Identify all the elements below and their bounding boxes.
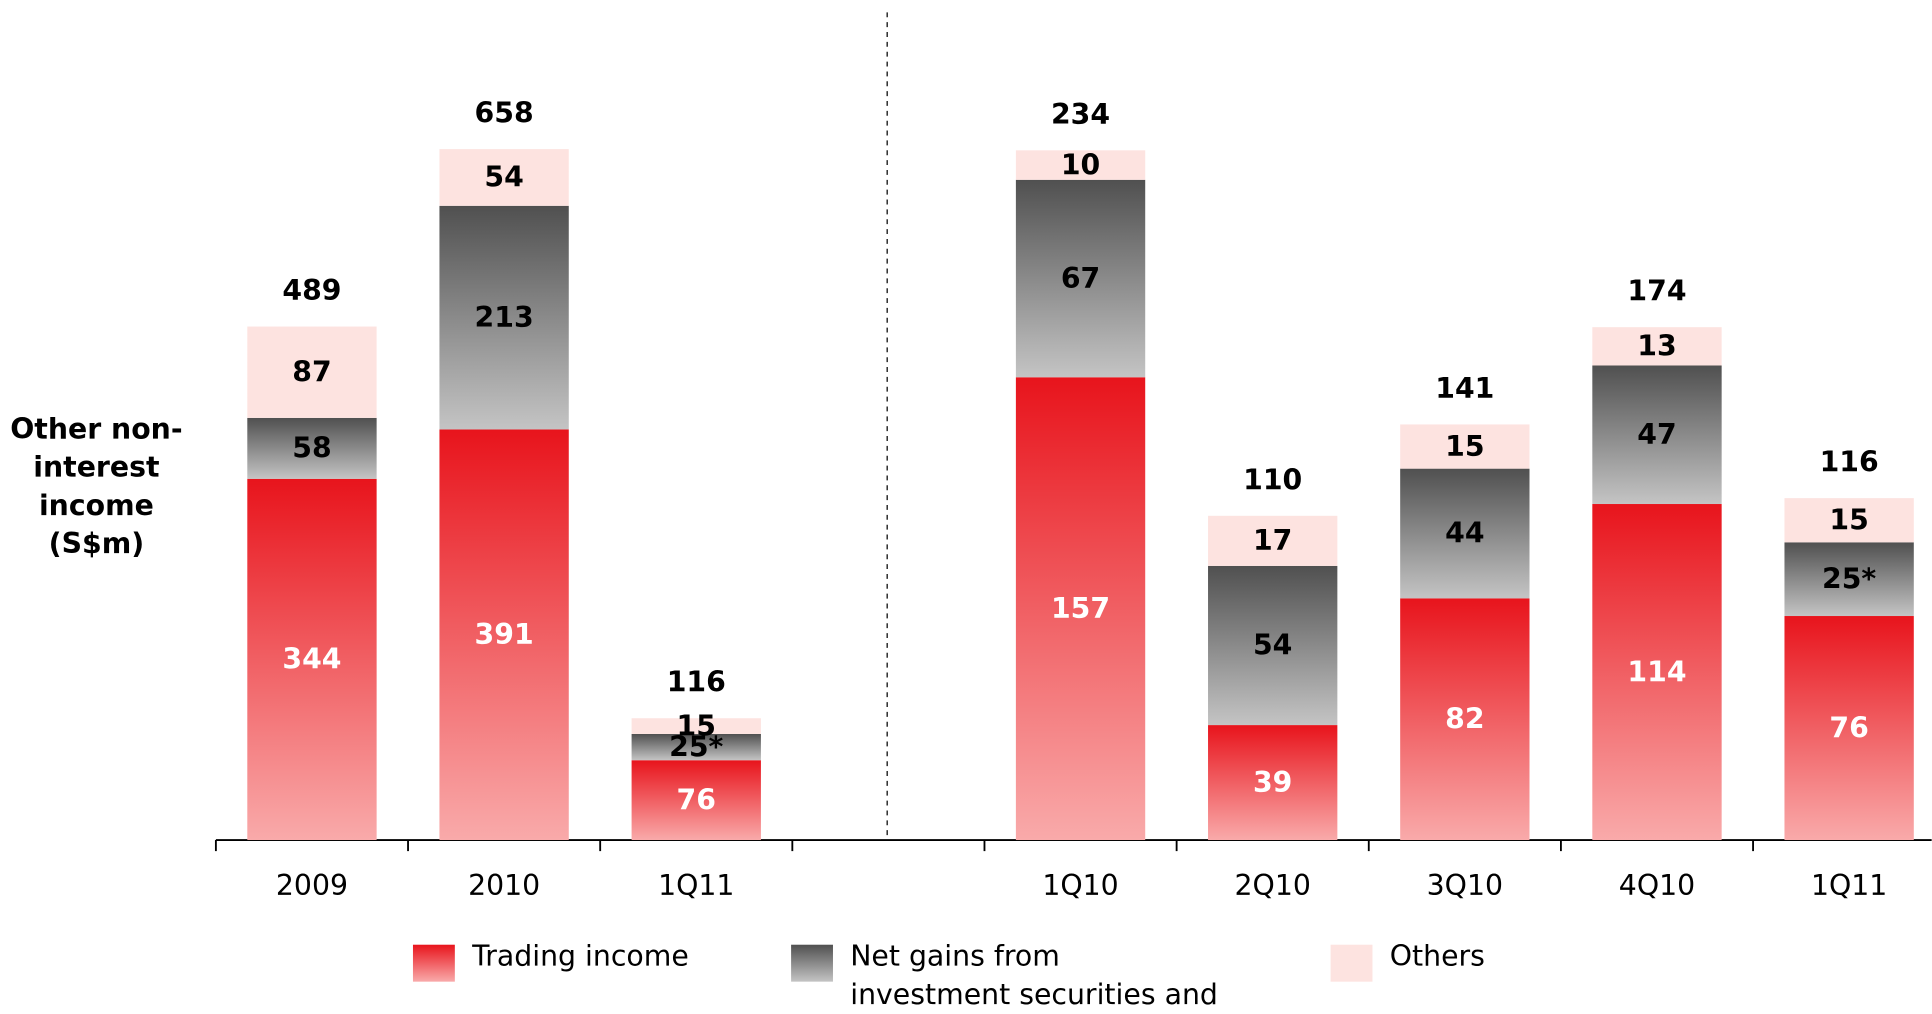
legend-label: Trading income — [472, 941, 689, 974]
x-tick-label: 1Q11 — [1811, 869, 1887, 902]
data-label: 391 — [475, 618, 534, 651]
data-label: 15 — [1829, 503, 1868, 536]
legend-label-box: Net gains from investment securities and… — [850, 941, 1218, 1011]
total-label: 116 — [667, 666, 726, 699]
total-label: 234 — [1051, 98, 1110, 131]
x-tick-label: 1Q10 — [1042, 869, 1118, 902]
x-tick-label: 2010 — [468, 869, 540, 902]
bar-segment — [1015, 179, 1146, 378]
data-label: 44 — [1445, 517, 1484, 550]
bar-segment — [439, 205, 569, 430]
bar-segment — [631, 760, 761, 841]
bar-segment — [247, 417, 377, 479]
data-label: 10 — [1061, 148, 1100, 181]
bar-segment — [1784, 498, 1914, 543]
bar-segment — [247, 478, 377, 841]
data-label: 39 — [1253, 766, 1292, 799]
bar-segment — [439, 149, 569, 206]
legend-label: Net gains from investment securities and… — [850, 941, 1218, 1011]
legend-swatch — [412, 944, 455, 982]
data-label: 76 — [1829, 711, 1868, 744]
bar-segment — [1592, 365, 1722, 505]
bar-segment — [1592, 327, 1722, 366]
data-label: 17 — [1253, 524, 1292, 557]
bar-segment — [439, 429, 569, 841]
legend-swatch — [1330, 944, 1373, 982]
bar-segment — [1400, 598, 1530, 841]
data-label: 25* — [669, 730, 723, 763]
bar-segment — [1400, 468, 1530, 599]
total-label: 658 — [475, 97, 534, 130]
data-label: 157 — [1051, 592, 1110, 625]
legend: Trading income Net gains from investment … — [412, 941, 1485, 1011]
bar-segment — [1592, 504, 1722, 841]
bar-segment — [631, 718, 761, 734]
bar-segment — [1784, 542, 1914, 617]
data-label: 82 — [1445, 702, 1484, 735]
x-tick-label: 3Q10 — [1427, 869, 1503, 902]
data-label: 15 — [1445, 430, 1484, 463]
legend-swatch — [791, 944, 833, 982]
bar-segment — [631, 733, 761, 761]
data-label: 15 — [677, 709, 716, 742]
total-label: 174 — [1627, 275, 1686, 308]
data-label: 344 — [282, 643, 341, 676]
data-label: 114 — [1627, 655, 1686, 688]
data-label: 54 — [1253, 629, 1292, 662]
data-label: 25* — [1822, 562, 1876, 595]
legend-label: Others — [1389, 941, 1485, 974]
y-label-box: Other non-interest income (S$m) — [10, 413, 183, 561]
data-label: 76 — [677, 783, 716, 816]
data-label: 87 — [292, 355, 331, 388]
bar-segment — [1015, 150, 1146, 180]
total-label: 489 — [282, 274, 341, 307]
x-tick-label: 4Q10 — [1619, 869, 1695, 902]
data-label: 67 — [1061, 262, 1100, 295]
x-tick-label: 2Q10 — [1235, 869, 1311, 902]
total-label: 110 — [1243, 463, 1302, 496]
data-label: 58 — [292, 432, 331, 465]
y-label: Other non-interest income (S$m) — [10, 413, 183, 561]
data-label: 54 — [484, 161, 523, 194]
bar-segment — [1400, 424, 1530, 469]
bar-segment — [1015, 377, 1146, 841]
total-label: 141 — [1435, 372, 1494, 405]
bar-segment — [1208, 565, 1338, 726]
x-tick-label: 2009 — [276, 869, 348, 902]
bar-segment — [1208, 515, 1338, 566]
data-label: 47 — [1637, 418, 1676, 451]
bar-segment — [1784, 616, 1914, 841]
data-label: 13 — [1637, 330, 1676, 363]
legend-label-box: Others — [1389, 941, 1485, 974]
bar-segment — [1208, 725, 1338, 841]
total-label: 116 — [1820, 446, 1879, 479]
x-tick-label: 1Q11 — [658, 869, 734, 902]
data-label: 213 — [475, 301, 534, 334]
bar-segment — [247, 326, 377, 418]
legend-label-box: Trading income — [472, 941, 689, 974]
